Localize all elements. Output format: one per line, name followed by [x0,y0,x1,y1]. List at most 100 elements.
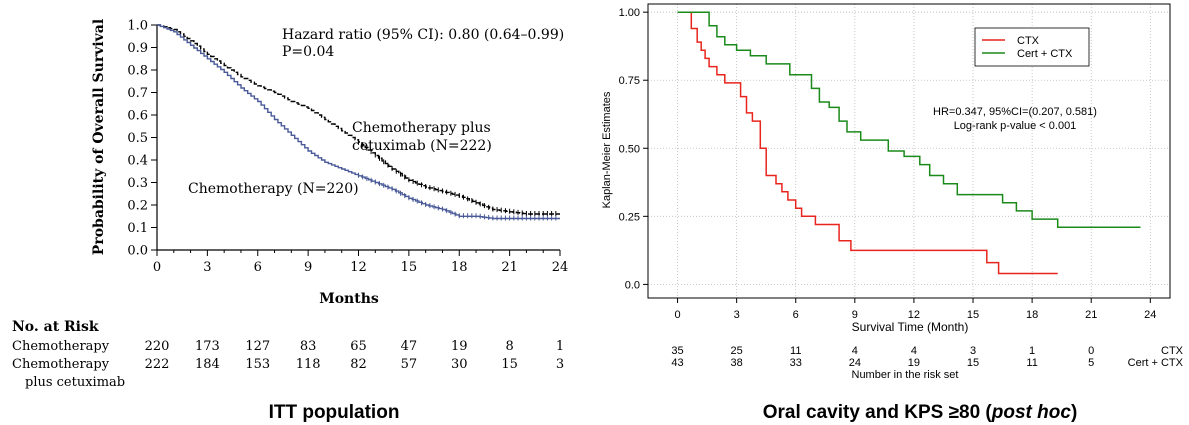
right-risk-table-title: Number in the risk set [852,369,959,381]
left-risk-value: 57 [401,357,418,372]
left-x-tick-label: 24 [552,260,569,275]
right-grid [648,4,1170,298]
right-curves [677,11,1141,275]
right-x-tick-label: 12 [908,309,920,321]
left-y-tick-label: 0.1 [127,221,148,236]
left-risk-value: 19 [451,339,468,354]
right-risk-value: 38 [731,357,743,369]
left-y-tick-label: 0.2 [127,199,148,214]
right-x-tick-label: 3 [734,309,740,321]
right-y-tick-label: 0.50 [619,143,640,155]
right-risk-value: 43 [671,357,683,369]
left-risk-value: 3 [556,357,564,372]
caption-right-prefix: Oral cavity and KPS ≥80 ( [763,402,993,423]
left-x-tick-label: 15 [401,260,418,275]
right-risk-row-label-ctx: CTX [1161,345,1184,357]
right-y-tick-label: 0.0 [625,279,640,291]
left-risk-row-label-cetuximab-line1: Chemotherapy [12,357,110,372]
left-risk-value: 8 [505,339,513,354]
caption-right: Oral cavity and KPS ≥80 (post hoc) [763,402,1078,423]
left-p-value-annotation: P=0.04 [282,44,334,60]
right-x-tick-label: 6 [793,309,799,321]
right-plot-frame [647,3,1171,299]
left-km-chart: 0 3 6 9 12 15 18 21 240.00.10.20.30.40.50.60.70.… [12,19,568,391]
right-hr-annotation: HR=0.347, 95%CI=(0.207, 0.581) [933,106,1097,118]
right-x-tick-label: 18 [1026,309,1038,321]
left-curve-cetuximab [157,24,560,215]
right-risk-value: 5 [1088,357,1094,369]
left-x-tick-label: 0 [153,260,161,275]
left-risk-value: 65 [350,339,367,354]
left-risk-row-label-chemotherapy: Chemotherapy [12,339,110,354]
right-risk-row-label-cert-ctx: Cert + CTX [1128,357,1184,369]
right-x-tick-label: 0 [674,309,680,321]
left-risk-value: 47 [401,339,418,354]
left-risk-value: 118 [296,357,321,372]
left-risk-value: 15 [501,357,518,372]
right-risk-value: 15 [967,357,979,369]
left-risk-value: 153 [245,357,270,372]
left-y-tick-label: 0.6 [127,109,148,124]
right-risk-value: 4 [911,345,917,357]
right-curve-cert-ctx [677,11,1141,228]
left-y-tick-label: 0.9 [127,41,148,56]
left-x-tick-label: 12 [350,260,367,275]
left-y-axis-label: Probability of Overall Survival [91,19,107,255]
left-y-tick-label: 0.0 [127,244,148,259]
caption-left: ITT population [269,402,400,423]
left-risk-row-label-cetuximab-line2: plus cetuximab [25,375,125,390]
right-risk-value: 19 [908,357,920,369]
caption-right-suffix: ) [1071,402,1077,423]
right-risk-value: 4 [852,345,858,357]
right-y-tick-label: 0.25 [619,211,640,223]
left-risk-value: 127 [245,339,270,354]
left-x-tick-label: 21 [501,260,518,275]
left-series-label-cetuximab-line2: cetuximab (N=222) [352,138,492,154]
right-x-axis-label: Survival Time (Month) [852,320,969,334]
left-risk-value: 30 [451,357,468,372]
right-x-tick-label: 9 [852,309,858,321]
left-y-tick-label: 0.4 [127,154,148,169]
left-risk-value: 82 [350,357,367,372]
right-risk-table-values: 35 25 11 4 4 3 1 043 38 33 24 19 15 11 5 [671,345,1094,369]
left-x-axis-label: Months [319,291,379,307]
left-risk-value: 220 [145,339,170,354]
right-x-tick-label: 24 [1144,309,1156,321]
left-risk-value: 184 [195,357,220,372]
right-risk-value: 3 [970,345,976,357]
left-y-tick-label: 0.3 [127,176,148,191]
left-hazard-ratio-annotation: Hazard ratio (95% CI): 0.80 (0.64–0.99) [282,27,564,43]
left-risk-table-title: No. at Risk [12,319,99,335]
left-y-tick-label: 1.0 [127,19,148,34]
left-risk-value: 1 [556,339,564,354]
left-curves [157,24,560,221]
left-x-tick-label: 9 [304,260,312,275]
right-risk-value: 1 [1029,345,1035,357]
right-legend-label-ctx: CTX [1017,35,1040,47]
left-series-label-chemotherapy: Chemotherapy (N=220) [188,181,359,197]
left-y-tick-label: 0.5 [127,131,148,146]
right-legend-box [974,27,1090,67]
left-risk-value: 173 [195,339,220,354]
right-y-tick-label: 0.75 [619,75,640,87]
left-risk-value: 222 [145,357,170,372]
right-logrank-annotation: Log-rank p-value < 0.001 [954,120,1077,132]
right-x-tick-label: 15 [967,309,979,321]
right-axes: 0 3 6 9 12 15 18 21 24 0.0 0.25 0.50 0.75 1.00 [619,3,1171,321]
left-y-tick-label: 0.8 [127,64,148,79]
right-legend-label-cert-ctx: Cert + CTX [1017,48,1073,60]
right-risk-value: 11 [790,345,801,357]
right-risk-value: 25 [731,345,743,357]
left-y-tick-label: 0.7 [127,86,148,101]
left-axes: 0 3 6 9 12 15 18 21 24 0.0 0.1 0.2 0.3 0.4 0.5 0.6 0.7 0.… [127,19,568,276]
left-series-label-cetuximab-line1: Chemotherapy plus [352,120,491,136]
right-risk-value: 33 [790,357,802,369]
left-x-tick-label: 6 [254,260,262,275]
caption-right-italic: post hoc [991,402,1072,423]
right-risk-value: 24 [849,357,861,369]
left-x-tick-label: 3 [203,260,211,275]
left-risk-value: 83 [300,339,317,354]
right-km-chart: 0 3 6 9 12 15 18 21 240.00.250.500.751.00 Kaplan… [601,3,1184,381]
